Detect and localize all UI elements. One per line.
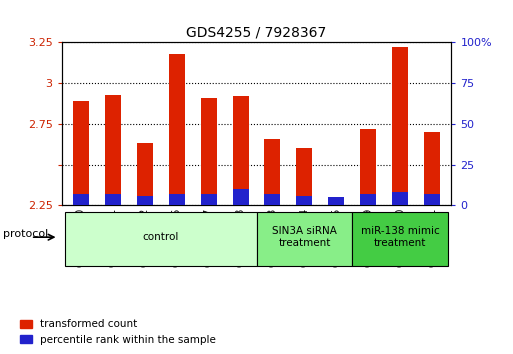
- Bar: [136, 143, 153, 205]
- Bar: [360, 129, 377, 205]
- Bar: [297, 195, 312, 205]
- Bar: [424, 132, 440, 205]
- Text: SIN3A siRNA
treatment: SIN3A siRNA treatment: [272, 226, 337, 248]
- Bar: [105, 95, 121, 205]
- Bar: [424, 194, 440, 205]
- Bar: [73, 194, 89, 205]
- Legend: transformed count, percentile rank within the sample: transformed count, percentile rank withi…: [15, 315, 221, 349]
- Bar: [105, 194, 121, 205]
- FancyBboxPatch shape: [352, 212, 448, 266]
- Bar: [169, 194, 185, 205]
- Bar: [392, 47, 408, 205]
- Text: control: control: [143, 232, 179, 242]
- Bar: [360, 194, 377, 205]
- Bar: [201, 98, 216, 205]
- Bar: [232, 96, 248, 205]
- Bar: [201, 194, 216, 205]
- Bar: [328, 197, 344, 205]
- FancyBboxPatch shape: [65, 212, 256, 266]
- Text: protocol: protocol: [3, 229, 48, 239]
- Title: GDS4255 / 7928367: GDS4255 / 7928367: [186, 26, 327, 40]
- Bar: [232, 189, 248, 205]
- FancyBboxPatch shape: [256, 212, 352, 266]
- Text: miR-138 mimic
treatment: miR-138 mimic treatment: [361, 226, 440, 248]
- Bar: [265, 138, 281, 205]
- Bar: [169, 54, 185, 205]
- Bar: [392, 192, 408, 205]
- Bar: [265, 194, 281, 205]
- Bar: [73, 101, 89, 205]
- Bar: [297, 148, 312, 205]
- Bar: [136, 195, 153, 205]
